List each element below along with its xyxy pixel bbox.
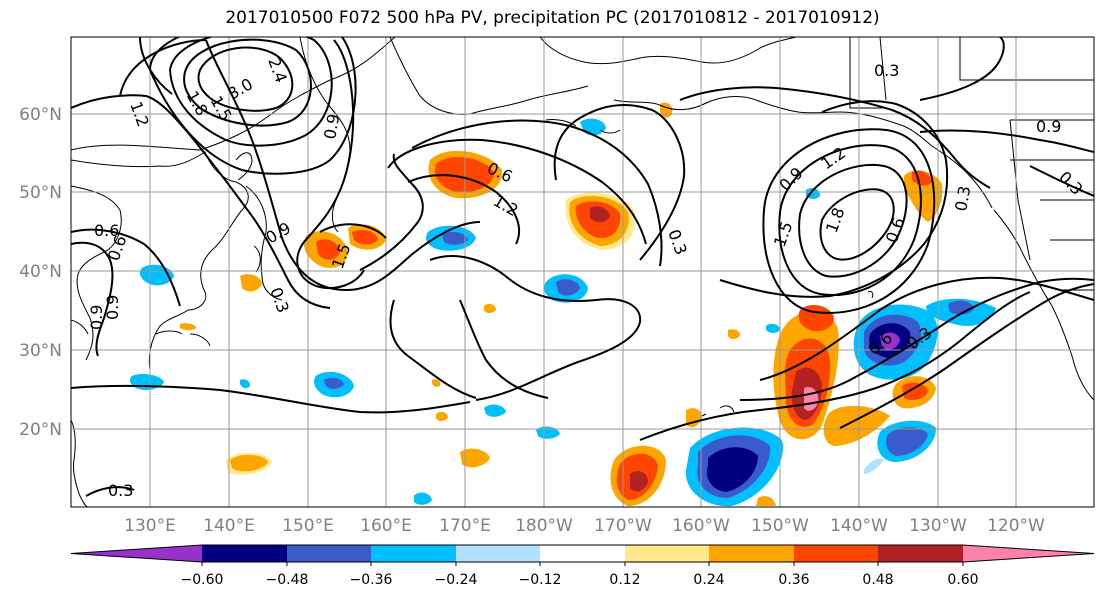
colorbar-tick-label: −0.24 [435, 572, 478, 588]
lat-label: 30°N [19, 341, 62, 361]
lat-label: 50°N [19, 183, 62, 203]
lat-label: 20°N [19, 420, 62, 440]
colorbar-tick-label: −0.60 [181, 572, 224, 588]
colorbar-cell [878, 545, 963, 562]
lon-label: 120°W [987, 516, 1045, 536]
lon-label: 130°E [124, 516, 176, 536]
precip-shading [129, 102, 996, 507]
lon-label: 170°E [439, 516, 491, 536]
contour-label: 0.3 [874, 61, 899, 80]
colorbar-cell [71, 545, 202, 562]
contour-label: 0.6 [94, 221, 119, 240]
colorbar-tick-label: −0.12 [519, 572, 562, 588]
colorbar-cells [70, 544, 1095, 563]
lon-label: 130°W [909, 516, 967, 536]
colorbar-cell [202, 545, 287, 562]
colorbar-cell [456, 545, 540, 562]
contour-label: 0.3 [108, 481, 133, 500]
colorbar-ticks [201, 562, 964, 566]
colorbar-tick-label: −0.48 [266, 572, 309, 588]
colorbar-tick-label: 0.12 [609, 572, 640, 588]
lon-label: 170°W [594, 516, 652, 536]
lat-labels: 60°N 50°N 40°N 30°N 20°N [19, 105, 62, 440]
colorbar-cell [709, 545, 794, 562]
colorbar-tick-label: −0.36 [350, 572, 393, 588]
contour-label: 0.3 [951, 184, 974, 212]
colorbar-tick-label: 0.36 [778, 572, 809, 588]
colorbar-cell [963, 545, 1094, 562]
lon-label: 150°W [751, 516, 809, 536]
map-panel: 2.4 3.0 1.8 1.5 1.2 0.9 0.6 0.3 0.6 1.2 … [71, 37, 1094, 507]
contour-label: 0.9 [103, 295, 122, 320]
colorbar: −0.60 −0.48 −0.36 −0.24 −0.12 0.12 0.24 … [70, 544, 1095, 588]
lon-label: 180°W [515, 516, 573, 536]
colorbar-cell [540, 545, 625, 562]
colorbar-tick-label: 0.24 [693, 572, 724, 588]
contour-label: 0.9 [87, 305, 106, 330]
graticule [71, 37, 1094, 507]
lat-label: 40°N [19, 262, 62, 282]
colorbar-cell [794, 545, 878, 562]
colorbar-cell [371, 545, 456, 562]
lon-label: 140°W [830, 516, 888, 536]
lon-labels: 130°E 140°E 150°E 160°E 170°E 180°W 170°… [124, 516, 1045, 536]
colorbar-cell [287, 545, 371, 562]
colorbar-tick-label: 0.48 [862, 572, 893, 588]
lon-label: 160°W [672, 516, 730, 536]
map-frame [70, 36, 1095, 508]
lon-label: 160°E [360, 516, 412, 536]
colorbar-tick-label: 0.60 [947, 572, 978, 588]
map-title: 2017010500 F072 500 hPa PV, precipitatio… [225, 8, 880, 28]
lon-label: 150°E [282, 516, 334, 536]
pv-contours [71, 37, 1094, 497]
colorbar-cell [625, 545, 709, 562]
lat-label: 60°N [19, 105, 62, 125]
contour-label: 0.9 [320, 112, 343, 140]
contour-label: 0.9 [1036, 117, 1061, 136]
lon-label: 140°E [203, 516, 255, 536]
